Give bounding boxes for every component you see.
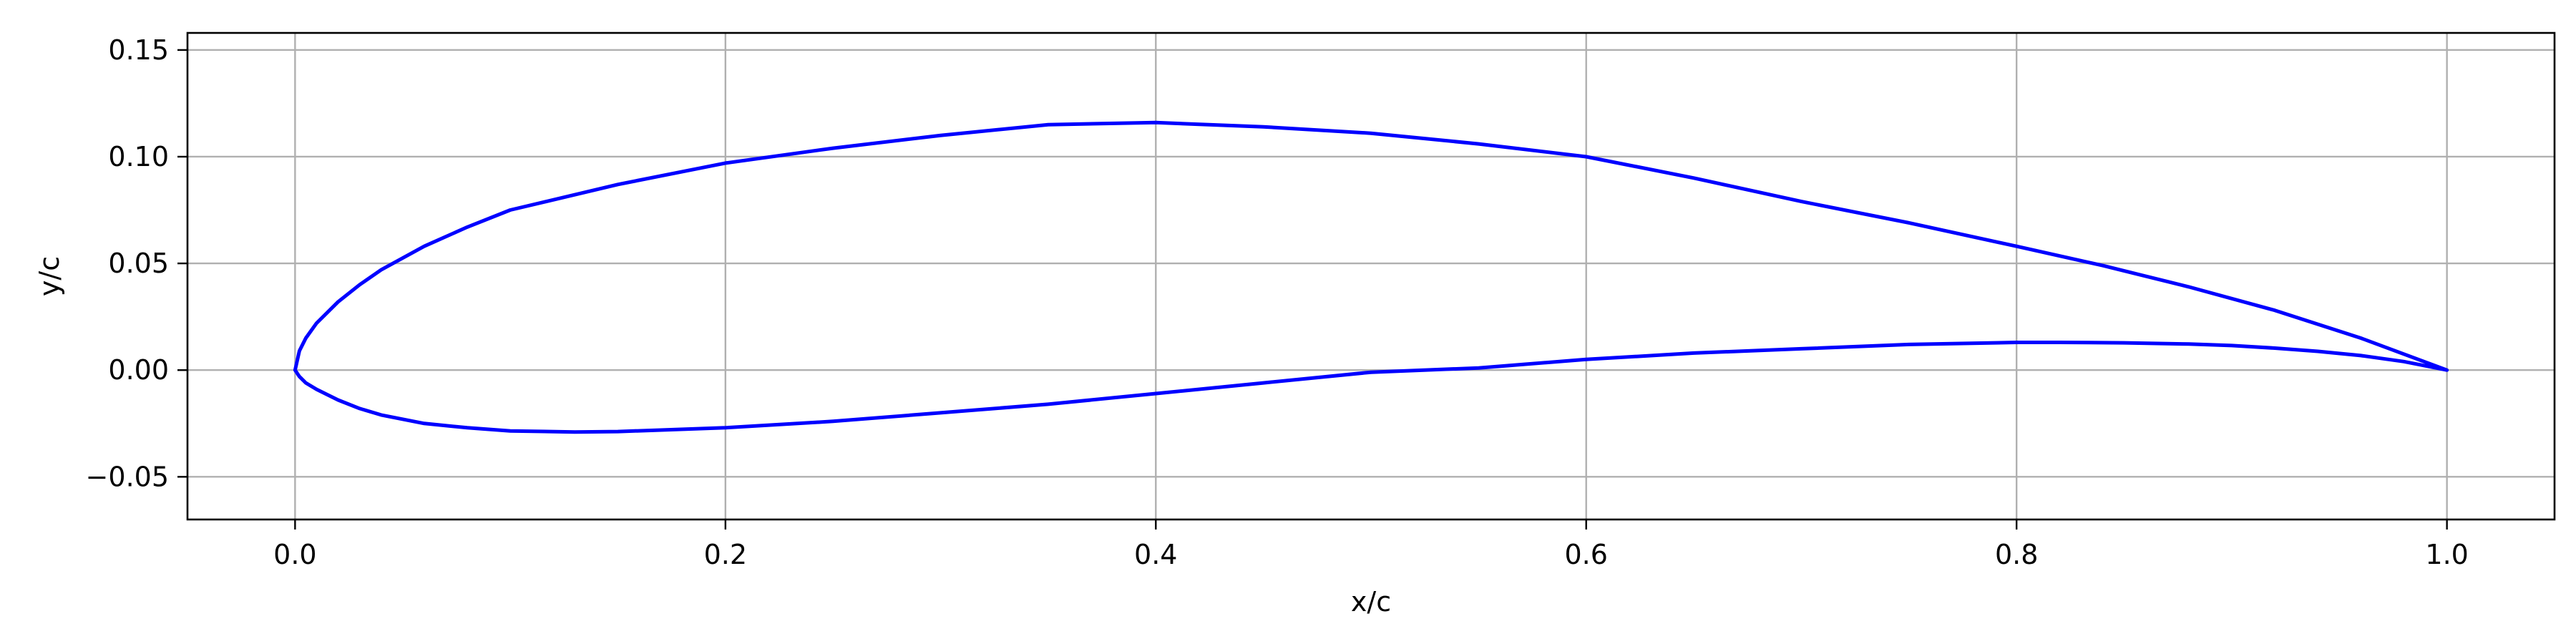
x-tick-label-5: 1.0 (2425, 539, 2468, 570)
x-tick-label-4: 0.8 (1995, 539, 2038, 570)
x-axis-label: x/c (1351, 586, 1391, 618)
plot-area (187, 33, 2555, 519)
x-tick-label-3: 0.6 (1565, 539, 1608, 570)
axes-frame (186, 31, 2556, 521)
y-tick-label-4: 0.15 (108, 34, 169, 66)
x-tick-label-0: 0.0 (273, 539, 316, 570)
y-tick-label-0: −0.05 (86, 461, 169, 492)
y-axis-label: y/c (34, 256, 65, 296)
x-tick-label-2: 0.4 (1134, 539, 1177, 570)
y-tick-label-2: 0.05 (108, 248, 169, 279)
y-tick-label-1: 0.00 (108, 354, 169, 386)
y-tick-label-3: 0.10 (108, 141, 169, 172)
series-line-0 (293, 120, 2449, 434)
x-tick-label-1: 0.2 (704, 539, 747, 570)
